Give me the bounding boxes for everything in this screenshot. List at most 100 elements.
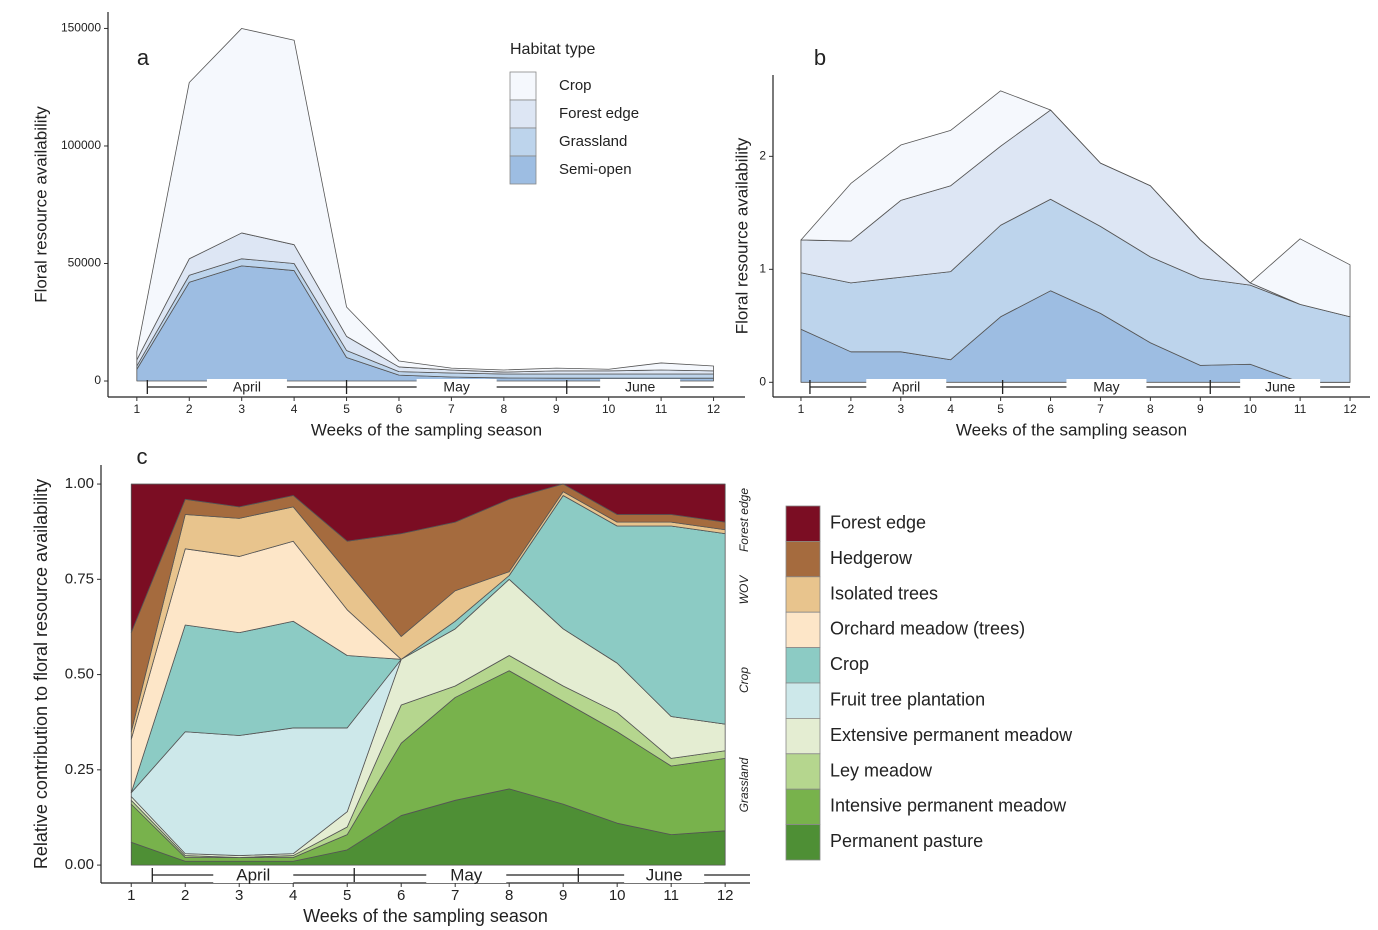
x-tick-label: 7 xyxy=(451,887,459,904)
legend-label: Intensive permanent meadow xyxy=(830,796,1067,816)
legend-label: Forest edge xyxy=(559,105,639,122)
month-label: June xyxy=(1265,379,1296,395)
x-tick-label: 8 xyxy=(505,887,513,904)
y-tick-label: 0 xyxy=(94,373,101,387)
x-tick-label: 1 xyxy=(133,402,140,416)
y-tick-label: 0.00 xyxy=(65,856,94,873)
x-tick-label: 6 xyxy=(396,402,403,416)
area xyxy=(136,265,714,382)
y-tick-label: 1 xyxy=(759,262,766,276)
month-label: May xyxy=(443,379,469,395)
month-label: April xyxy=(233,379,261,395)
y-tick-label: 0.75 xyxy=(65,570,94,587)
side-label: Grassland xyxy=(737,757,751,812)
legend-swatch xyxy=(785,682,821,719)
x-tick-label: 7 xyxy=(1097,402,1104,416)
month-label-bg xyxy=(600,379,681,395)
x-tick-label: 3 xyxy=(238,402,245,416)
x-tick-label: 8 xyxy=(1147,402,1154,416)
y-tick-label: 150000 xyxy=(61,21,101,35)
legend-swatch xyxy=(785,718,821,755)
x-axis-title: Weeks of the sampling season xyxy=(956,420,1187,439)
legend-label: Crop xyxy=(830,654,869,674)
x-tick-label: 12 xyxy=(1343,402,1357,416)
side-label: Crop xyxy=(737,667,751,693)
x-tick-label: 3 xyxy=(235,887,243,904)
month-label: May xyxy=(450,865,483,884)
legend-label: Forest edge xyxy=(830,512,926,532)
x-tick-label: 1 xyxy=(798,402,805,416)
y-tick-label: 1.00 xyxy=(65,475,94,492)
legend-swatch xyxy=(785,576,821,613)
x-tick-label: 12 xyxy=(717,887,734,904)
legend-label: Hedgerow xyxy=(830,548,913,568)
month-label: June xyxy=(625,379,656,395)
x-tick-label: 12 xyxy=(707,402,721,416)
x-tick-label: 11 xyxy=(655,402,668,416)
y-tick-label: 0.50 xyxy=(65,666,94,683)
y-axis-title: Relative contribution to floral resource… xyxy=(31,479,51,869)
legend-swatch xyxy=(509,99,537,129)
y-tick-label: 0 xyxy=(759,374,766,388)
legend-label: Permanent pasture xyxy=(830,831,983,851)
side-label: WOV xyxy=(737,575,751,605)
legend-swatch xyxy=(785,611,821,649)
x-tick-label: 2 xyxy=(186,402,193,416)
legend-swatch xyxy=(785,788,821,826)
month-label-bg xyxy=(213,867,294,883)
legend-swatch xyxy=(785,824,821,861)
y-axis-title: Floral resource availability xyxy=(732,137,751,334)
y-tick-label: 50000 xyxy=(68,256,102,270)
legend-label: Orchard meadow (trees) xyxy=(830,619,1025,639)
x-tick-label: 3 xyxy=(897,402,904,416)
side-label: Forest edge xyxy=(737,488,751,552)
area xyxy=(136,28,714,373)
x-tick-label: 4 xyxy=(291,402,298,416)
legend-swatch xyxy=(785,505,821,542)
x-tick-label: 9 xyxy=(1197,402,1204,416)
x-tick-label: 11 xyxy=(663,887,679,904)
legend-swatch xyxy=(785,753,821,790)
legend-label: Isolated trees xyxy=(830,583,938,603)
x-tick-label: 10 xyxy=(609,887,626,904)
x-tick-label: 5 xyxy=(343,887,351,904)
x-tick-label: 9 xyxy=(559,887,567,904)
month-label: May xyxy=(1093,379,1119,395)
legend-label: Grassland xyxy=(559,133,627,150)
legend-label: Fruit tree plantation xyxy=(830,689,985,709)
x-tick-label: 6 xyxy=(1047,402,1054,416)
x-tick-label: 2 xyxy=(848,402,855,416)
month-label-bg xyxy=(866,379,947,395)
area xyxy=(800,90,1351,318)
legend-swatch xyxy=(509,71,537,101)
legend-label: Extensive permanent meadow xyxy=(830,725,1073,745)
legend-title: Habitat type xyxy=(510,41,595,58)
x-tick-label: 10 xyxy=(1244,402,1258,416)
x-tick-label: 5 xyxy=(997,402,1004,416)
x-tick-label: 9 xyxy=(553,402,560,416)
x-tick-label: 8 xyxy=(500,402,507,416)
month-label-bg xyxy=(1066,379,1147,395)
y-axis-title: Floral resource availability xyxy=(31,106,50,303)
panel-label: c xyxy=(137,444,148,469)
y-tick-label: 100000 xyxy=(61,138,101,152)
legend-label: Crop xyxy=(559,77,592,94)
panel-label: a xyxy=(137,45,150,70)
x-tick-label: 4 xyxy=(289,887,297,904)
x-tick-label: 5 xyxy=(343,402,350,416)
month-label: April xyxy=(892,379,920,395)
legend-swatch xyxy=(509,155,537,185)
month-label-bg xyxy=(624,867,705,883)
panel-label: b xyxy=(814,45,826,70)
month-label: June xyxy=(646,865,683,884)
x-tick-label: 2 xyxy=(181,887,189,904)
x-axis-title: Weeks of the sampling season xyxy=(303,906,548,926)
legend-label: Ley meadow xyxy=(830,760,933,780)
x-tick-label: 6 xyxy=(397,887,405,904)
month-label-bg xyxy=(206,379,287,395)
x-tick-label: 10 xyxy=(602,402,616,416)
area xyxy=(130,483,726,634)
x-tick-label: 4 xyxy=(947,402,954,416)
legend-swatch xyxy=(785,647,821,684)
month-label-bg xyxy=(426,867,507,883)
